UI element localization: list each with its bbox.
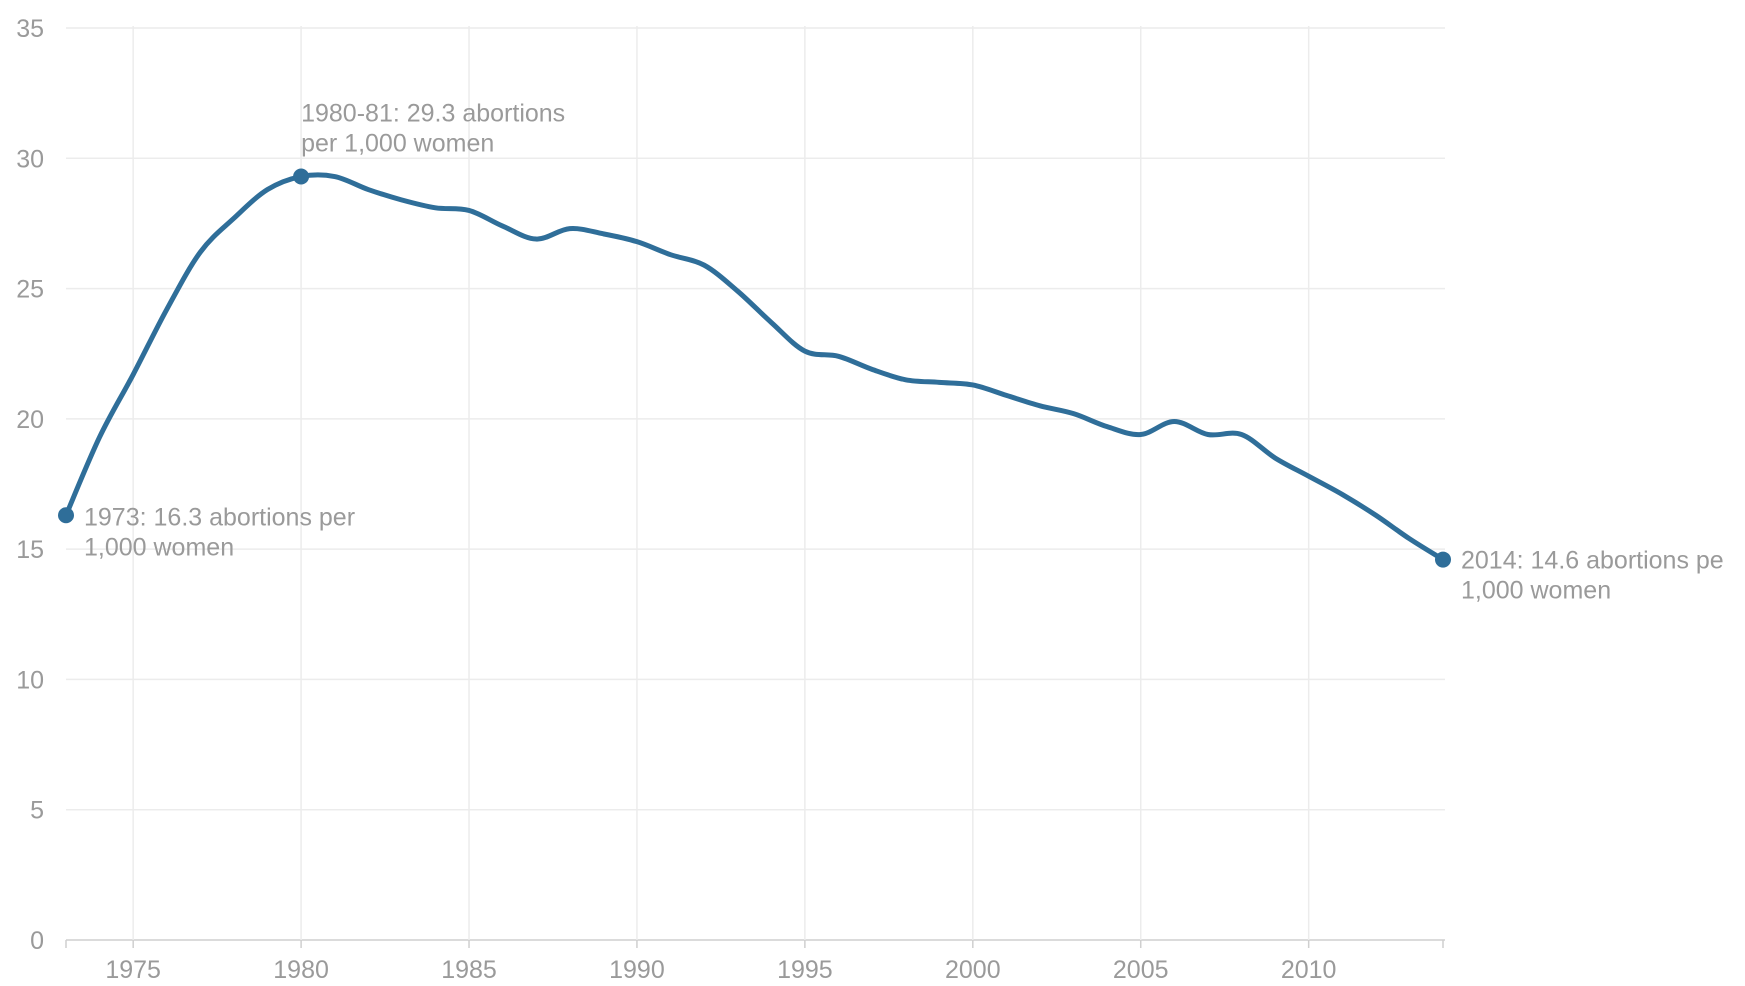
x-tick-label-2005: 2005 [1113, 956, 1169, 984]
gridlines [65, 26, 1445, 948]
x-axis-ticks: 1975 1980 1985 1990 1995 2000 2005 2010 [105, 956, 1336, 984]
annotation-label-1980-line-1: 1980-81: 29.3 abortions [301, 100, 565, 128]
x-tick-label-2010: 2010 [1281, 956, 1337, 984]
y-tick-label-10: 10 [16, 666, 44, 694]
annotation-label-1980-line-2: per 1,000 women [301, 130, 494, 158]
x-tick-label-1995: 1995 [777, 956, 833, 984]
series-layer [63, 172, 1446, 563]
y-tick-label-15: 15 [16, 536, 44, 564]
y-tick-label-20: 20 [16, 406, 44, 434]
x-tick-label-1975: 1975 [105, 956, 161, 984]
y-tick-label-30: 30 [16, 145, 44, 173]
y-axis-ticks: 0 5 10 15 20 25 30 35 [16, 15, 44, 955]
annotation-point-1973 [58, 507, 74, 524]
annotation-label-1973-line-1: 1973: 16.3 abortions per [84, 503, 355, 531]
annotation-label-2014-line-2: 1,000 women [1461, 577, 1611, 605]
annotation-point-1980 [293, 168, 310, 185]
x-tick-label-1990: 1990 [609, 956, 665, 984]
x-tick-label-1985: 1985 [441, 956, 497, 984]
y-tick-label-5: 5 [30, 797, 44, 825]
x-tick-label-2000: 2000 [945, 956, 1001, 984]
y-tick-label-0: 0 [30, 927, 44, 955]
annotation-point-2014 [1435, 551, 1451, 568]
y-tick-label-25: 25 [16, 276, 44, 304]
y-tick-label-35: 35 [16, 15, 44, 43]
annotation-label-2014-line-1: 2014: 14.6 abortions pe [1461, 547, 1724, 575]
series-line-0 [63, 172, 1446, 563]
annotation-label-1973-line-2: 1,000 women [84, 533, 234, 561]
x-tick-label-1980: 1980 [273, 956, 329, 984]
